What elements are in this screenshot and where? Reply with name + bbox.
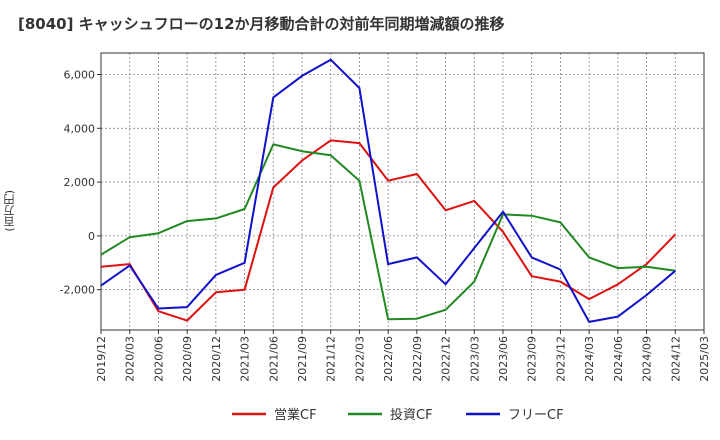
x-tick-label: 2023/06: [497, 336, 510, 382]
x-tick-label: 2020/06: [152, 336, 165, 382]
x-tick-label: 2022/09: [411, 336, 424, 382]
x-tick-label: 2023/09: [526, 336, 539, 382]
legend-label: フリーCF: [508, 408, 564, 423]
y-tick-label: 0: [88, 230, 95, 243]
x-tick-label: 2024/09: [641, 336, 654, 382]
x-tick-label: 2021/03: [239, 336, 252, 382]
y-tick-label: 4,000: [64, 122, 96, 135]
y-tick-label: 6,000: [64, 69, 96, 82]
plot-area: [101, 53, 704, 330]
x-tick-label: 2024/06: [612, 336, 625, 382]
series-line: [100, 143, 676, 321]
chart-title: [8040] キャッシュフローの12か月移動合計の対前年同期増減額の推移: [18, 15, 505, 33]
series-line: [100, 58, 676, 323]
plot-border: [100, 52, 705, 331]
x-tick-label: 2024/03: [583, 336, 596, 382]
x-tick-label: 2019/12: [95, 336, 108, 382]
x-tick-label: 2025/03: [698, 336, 711, 382]
x-tick-label: 2021/09: [296, 336, 309, 382]
x-tick-label: 2023/03: [468, 336, 481, 382]
x-tick-label: 2021/06: [267, 336, 280, 382]
x-tick-label: 2022/03: [353, 336, 366, 382]
x-tick-label: 2023/12: [554, 336, 567, 382]
y-tick-label: 2,000: [64, 176, 96, 189]
series-line: [100, 139, 677, 322]
x-tick-label: 2020/09: [181, 336, 194, 382]
x-tick-label: 2020/03: [124, 336, 137, 382]
x-tick-label: 2021/12: [325, 336, 338, 382]
y-tick-label: -2,000: [60, 284, 95, 297]
x-tick-label: 2024/12: [669, 336, 682, 382]
legend-label: 営業CF: [274, 407, 317, 423]
x-tick-label: 2020/12: [210, 336, 223, 382]
x-tick-label: 2022/06: [382, 336, 395, 382]
x-tick-label: 2022/12: [440, 336, 453, 382]
legend-label: 投資CF: [390, 407, 433, 423]
